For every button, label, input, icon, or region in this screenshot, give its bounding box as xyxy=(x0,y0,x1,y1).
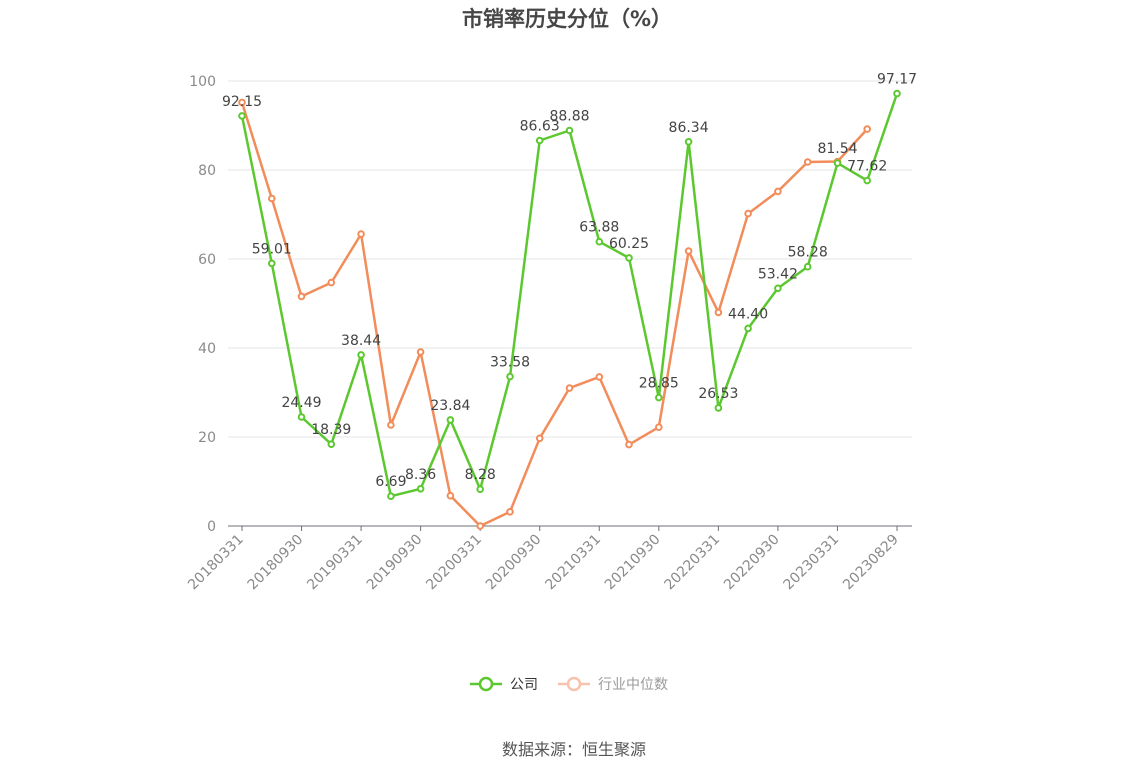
data-point-industry[interactable] xyxy=(714,308,723,317)
data-label: 6.69 xyxy=(375,474,406,490)
data-point-company[interactable] xyxy=(476,485,485,494)
data-label: 53.42 xyxy=(758,266,798,282)
x-tick-label: 20200331 xyxy=(423,532,485,594)
y-tick-label: 80 xyxy=(198,163,216,179)
data-label: 8.28 xyxy=(465,467,496,483)
data-point-industry[interactable] xyxy=(268,194,276,203)
data-point-industry[interactable] xyxy=(625,440,633,449)
legend: 公司 行业中位数 xyxy=(470,676,668,693)
data-point-industry[interactable] xyxy=(476,522,485,530)
data-point-company[interactable] xyxy=(357,351,365,359)
x-tick-label: 20230331 xyxy=(781,532,843,594)
data-label: 38.44 xyxy=(341,333,381,349)
y-tick-label: 20 xyxy=(198,430,216,446)
axes: 0 20 40 60 80 100 2018033120180930201903312019… xyxy=(185,74,912,593)
data-label: 8.36 xyxy=(405,467,436,483)
data-point-industry[interactable] xyxy=(297,292,306,301)
data-point-industry[interactable] xyxy=(238,98,246,107)
data-point-company[interactable] xyxy=(744,324,752,333)
data-point-industry[interactable] xyxy=(595,373,604,381)
x-tick-label: 20190930 xyxy=(364,532,426,594)
data-point-industry[interactable] xyxy=(684,247,693,255)
legend-label-industry: 行业中位数 xyxy=(598,677,668,693)
data-label: 81.54 xyxy=(817,141,857,157)
data-point-company[interactable] xyxy=(387,492,395,501)
data-label: 59.01 xyxy=(252,241,292,257)
data-point-industry[interactable] xyxy=(327,278,336,287)
data-label: 88.88 xyxy=(549,109,589,125)
data-point-company[interactable] xyxy=(238,112,246,120)
data-label: 23.84 xyxy=(430,398,470,414)
y-tick-label: 0 xyxy=(207,519,216,535)
data-point-company[interactable] xyxy=(863,176,872,185)
data-point-industry[interactable] xyxy=(774,187,782,196)
data-point-company[interactable] xyxy=(625,254,633,262)
data-label: 77.62 xyxy=(847,159,887,175)
data-point-industry[interactable] xyxy=(387,421,395,429)
data-point-company[interactable] xyxy=(803,262,812,271)
y-tick-label: 100 xyxy=(189,74,216,90)
data-label: 58.28 xyxy=(788,245,828,261)
data-label: 92.15 xyxy=(222,94,262,110)
data-label: 97.17 xyxy=(877,72,917,88)
series-points xyxy=(238,89,901,530)
data-point-company[interactable] xyxy=(565,126,574,135)
data-point-industry[interactable] xyxy=(744,209,752,218)
data-point-company[interactable] xyxy=(297,413,306,421)
x-tick-label: 20200930 xyxy=(483,532,545,594)
data-label: 86.34 xyxy=(669,120,709,136)
x-tick-label: 20220331 xyxy=(661,532,723,594)
legend-item-industry[interactable]: 行业中位数 xyxy=(558,676,668,693)
data-point-company[interactable] xyxy=(446,416,455,424)
x-tick-label: 20210930 xyxy=(602,532,664,594)
data-label: 18.39 xyxy=(311,422,351,438)
data-label: 24.49 xyxy=(281,395,321,411)
data-point-company[interactable] xyxy=(684,138,693,146)
data-point-company[interactable] xyxy=(416,485,425,493)
x-tick-label: 20230829 xyxy=(840,532,902,594)
data-point-company[interactable] xyxy=(506,372,514,381)
data-point-industry[interactable] xyxy=(446,491,455,500)
data-point-company[interactable] xyxy=(774,284,782,293)
series-lines xyxy=(240,93,899,528)
data-point-company[interactable] xyxy=(535,136,544,145)
x-tick-label: 20180930 xyxy=(245,532,307,594)
series-line-industry xyxy=(240,102,869,528)
x-tick-label: 20220930 xyxy=(721,532,783,594)
data-point-company[interactable] xyxy=(327,440,336,449)
y-tick-label: 60 xyxy=(198,252,216,268)
data-label: 44.40 xyxy=(728,306,768,322)
data-point-industry[interactable] xyxy=(357,230,365,238)
data-point-company[interactable] xyxy=(893,89,901,98)
data-label: 60.25 xyxy=(609,236,649,252)
data-point-industry[interactable] xyxy=(506,508,514,516)
data-point-industry[interactable] xyxy=(803,158,812,166)
data-source: 数据来源：恒生聚源 xyxy=(502,740,646,759)
data-point-company[interactable] xyxy=(833,159,842,167)
data-point-company[interactable] xyxy=(655,393,663,402)
data-point-industry[interactable] xyxy=(535,434,544,443)
x-tick-label: 20210331 xyxy=(542,532,604,594)
data-label: 33.58 xyxy=(490,355,530,371)
data-point-industry[interactable] xyxy=(655,423,663,432)
data-label: 86.63 xyxy=(520,119,560,135)
data-point-industry[interactable] xyxy=(416,348,425,356)
legend-item-company[interactable]: 公司 xyxy=(470,676,538,693)
x-tick-label: 20190331 xyxy=(304,532,366,594)
legend-label-company: 公司 xyxy=(510,677,538,693)
data-point-company[interactable] xyxy=(595,237,604,246)
data-label: 28.85 xyxy=(639,376,679,392)
data-point-company[interactable] xyxy=(714,404,723,412)
chart-title: 市销率历史分位（%） xyxy=(462,7,672,31)
data-point-industry[interactable] xyxy=(863,125,872,133)
data-label: 63.88 xyxy=(579,220,619,236)
data-label: 26.53 xyxy=(698,386,738,402)
data-point-company[interactable] xyxy=(268,259,276,268)
data-labels: 92.15 59.01 24.49 18.39 38.44 6.698.36 23.84 8.… xyxy=(222,72,917,491)
data-point-industry[interactable] xyxy=(565,384,574,392)
y-tick-label: 40 xyxy=(198,341,216,357)
x-tick-label: 20180331 xyxy=(185,532,247,594)
